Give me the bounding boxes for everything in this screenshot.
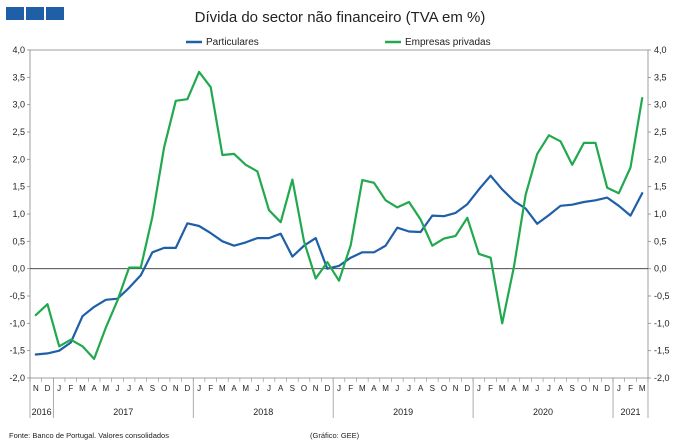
series-line-2 xyxy=(34,70,644,360)
y-tick-label-left: 0,5 xyxy=(12,236,25,246)
source-note: Fonte: Banco de Portugal. Valores consol… xyxy=(9,431,169,440)
x-tick-label: M xyxy=(359,384,366,393)
logo-block xyxy=(26,7,44,20)
y-tick-label-left: 1,0 xyxy=(12,209,25,219)
y-tick-label-right: 3,0 xyxy=(654,100,667,110)
legend-label: Particulares xyxy=(206,37,259,48)
year-label: 2016 xyxy=(32,407,52,417)
x-tick-label: J xyxy=(127,384,131,393)
y-tick-label-left: 4,0 xyxy=(12,45,25,55)
x-tick-label: J xyxy=(535,384,539,393)
series-line-1 xyxy=(34,174,644,356)
legend-label: Empresas privadas xyxy=(405,37,491,48)
x-tick-label: J xyxy=(267,384,271,393)
x-tick-label: M xyxy=(79,384,86,393)
x-tick-label: F xyxy=(208,384,213,393)
logo-block xyxy=(46,7,64,20)
x-tick-label: J xyxy=(407,384,411,393)
y-tick-label-right: -1,5 xyxy=(654,346,670,356)
x-tick-label: D xyxy=(324,384,330,393)
y-tick-label-right: 2,0 xyxy=(654,154,667,164)
year-label: 2017 xyxy=(113,407,133,417)
y-tick-label-right: 0,0 xyxy=(654,264,667,274)
y-tick-label-left: 2,5 xyxy=(12,127,25,137)
x-tick-label: M xyxy=(382,384,389,393)
x-tick-label: J xyxy=(395,384,399,393)
x-tick-label: M xyxy=(639,384,646,393)
x-tick-label: A xyxy=(231,384,237,393)
y-tick-label-right: -1,0 xyxy=(654,318,670,328)
year-label: 2021 xyxy=(620,407,640,417)
x-tick-label: D xyxy=(604,384,610,393)
y-tick-label-left: -1,0 xyxy=(9,318,25,328)
y-tick-label-left: 0,0 xyxy=(12,264,25,274)
x-tick-label: D xyxy=(185,384,191,393)
x-tick-label: A xyxy=(371,384,377,393)
x-tick-label: O xyxy=(441,384,447,393)
y-tick-label-right: 1,0 xyxy=(654,209,667,219)
x-tick-label: M xyxy=(242,384,249,393)
x-tick-label: S xyxy=(570,384,575,393)
x-tick-label: J xyxy=(197,384,201,393)
x-tick-label: D xyxy=(45,384,51,393)
x-tick-label: J xyxy=(337,384,341,393)
x-tick-label: F xyxy=(348,384,353,393)
y-tick-label-left: -0,5 xyxy=(9,291,25,301)
y-tick-label-left: 1,5 xyxy=(12,182,25,192)
x-tick-label: S xyxy=(430,384,435,393)
y-tick-label-right: -2,0 xyxy=(654,373,670,383)
x-tick-label: N xyxy=(453,384,459,393)
x-tick-label: D xyxy=(464,384,470,393)
x-tick-label: N xyxy=(173,384,179,393)
year-label: 2018 xyxy=(253,407,273,417)
y-tick-label-right: 1,5 xyxy=(654,182,667,192)
x-tick-label: A xyxy=(558,384,564,393)
x-tick-label: J xyxy=(115,384,119,393)
y-tick-label-left: 3,5 xyxy=(12,72,25,82)
y-tick-label-right: 0,5 xyxy=(654,236,667,246)
x-tick-label: M xyxy=(522,384,529,393)
y-tick-label-left: 2,0 xyxy=(12,154,25,164)
x-tick-label: A xyxy=(511,384,517,393)
plot-frame xyxy=(29,49,649,379)
y-tick-label-left: -2,0 xyxy=(9,373,25,383)
y-tick-label-left: -1,5 xyxy=(9,346,25,356)
x-tick-label: J xyxy=(57,384,61,393)
y-tick-label-right: 4,0 xyxy=(654,45,667,55)
x-tick-label: O xyxy=(161,384,167,393)
x-tick-label: M xyxy=(219,384,226,393)
x-tick-label: M xyxy=(102,384,109,393)
x-tick-label: S xyxy=(290,384,295,393)
x-tick-label: F xyxy=(488,384,493,393)
x-tick-label: A xyxy=(278,384,284,393)
y-tick-label-right: 3,5 xyxy=(654,72,667,82)
x-tick-label: A xyxy=(418,384,424,393)
x-tick-label: F xyxy=(628,384,633,393)
year-label: 2019 xyxy=(393,407,413,417)
page-title: Dívida do sector não financeiro (TVA em … xyxy=(194,9,486,26)
x-tick-label: O xyxy=(301,384,307,393)
x-tick-label: M xyxy=(499,384,506,393)
x-tick-label: A xyxy=(138,384,144,393)
x-tick-label: N xyxy=(593,384,599,393)
x-tick-label: A xyxy=(91,384,97,393)
x-tick-label: N xyxy=(33,384,39,393)
y-tick-label-left: 3,0 xyxy=(12,100,25,110)
x-tick-label: J xyxy=(617,384,621,393)
x-tick-label: O xyxy=(581,384,587,393)
x-tick-label: J xyxy=(547,384,551,393)
y-tick-label-right: -0,5 xyxy=(654,291,670,301)
x-tick-label: N xyxy=(313,384,319,393)
logo-block xyxy=(6,7,24,20)
year-label: 2020 xyxy=(533,407,553,417)
y-tick-label-right: 2,5 xyxy=(654,127,667,137)
logo xyxy=(6,7,66,25)
x-tick-label: J xyxy=(255,384,259,393)
x-tick-label: S xyxy=(150,384,155,393)
x-tick-label: J xyxy=(477,384,481,393)
credit-note: (Gráfico: GEE) xyxy=(310,431,360,440)
x-tick-label: F xyxy=(68,384,73,393)
